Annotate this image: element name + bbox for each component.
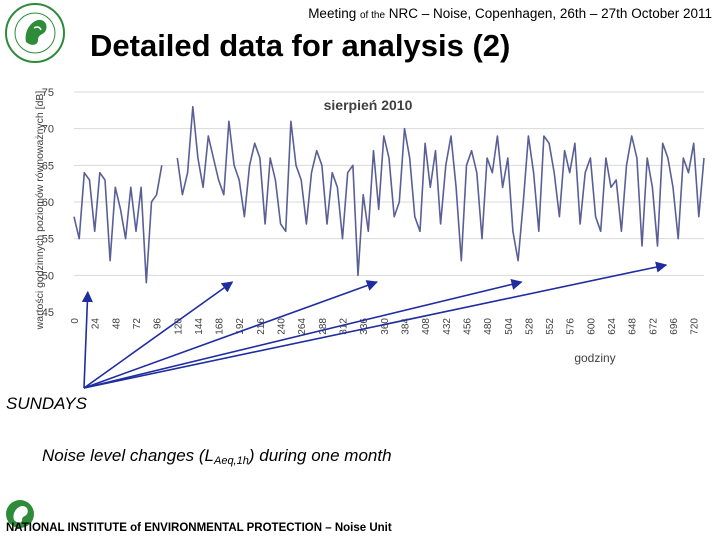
- sunday-arrow: [83, 261, 668, 389]
- x-tick-label: 312: [339, 318, 350, 335]
- x-tick-label: 336: [359, 318, 370, 335]
- footer-text: NATIONAL INSTITUTE of ENVIRONMENTAL PROT…: [6, 522, 392, 534]
- x-tick-label: 648: [628, 318, 639, 335]
- x-tick-label: 264: [297, 318, 308, 335]
- slide-caption: Noise level changes (LAeq,1h) during one…: [42, 446, 392, 467]
- x-tick-label: 0: [70, 318, 81, 324]
- x-tick-label: 216: [256, 318, 267, 335]
- x-tick-label: 480: [483, 318, 494, 335]
- slide-title: Detailed data for analysis (2): [90, 28, 511, 63]
- y-tick-label: 60: [42, 197, 54, 209]
- y-tick-label: 75: [42, 87, 54, 99]
- x-tick-label: 552: [545, 318, 556, 335]
- x-tick-label: 360: [380, 318, 391, 335]
- x-tick-label: 696: [669, 318, 680, 335]
- y-tick-label: 50: [42, 270, 54, 282]
- footer-logo-icon: [6, 500, 34, 528]
- x-tick-label: 144: [194, 318, 205, 335]
- institute-logo: [5, 3, 65, 63]
- y-tick-label: 70: [42, 124, 54, 136]
- x-tick-label: 24: [91, 318, 102, 330]
- sunday-arrow: [83, 278, 523, 389]
- x-tick-label: 528: [524, 318, 535, 335]
- x-tick-label: 576: [566, 318, 577, 335]
- sunday-arrow: [83, 281, 234, 389]
- x-axis-label: godziny: [574, 351, 615, 365]
- x-tick-label: 432: [442, 318, 453, 335]
- y-axis-label: wartości godzinnych poziomów równoważnyc…: [34, 91, 46, 331]
- x-tick-label: 456: [462, 318, 473, 335]
- x-tick-label: 72: [132, 318, 143, 330]
- sunday-arrow: [83, 280, 379, 389]
- x-tick-label: 288: [318, 318, 329, 335]
- x-tick-label: 672: [648, 318, 659, 335]
- x-tick-label: 624: [607, 318, 618, 335]
- x-tick-label: 120: [173, 318, 184, 335]
- x-tick-label: 96: [153, 318, 164, 330]
- y-tick-label: 45: [42, 307, 54, 319]
- sundays-label: SUNDAYS: [6, 394, 87, 413]
- meeting-header: Meeting of the NRC – Noise, Copenhagen, …: [308, 6, 712, 21]
- y-tick-label: 55: [42, 234, 54, 246]
- sunday-arrow: [81, 290, 93, 389]
- x-tick-label: 240: [277, 318, 288, 335]
- x-tick-label: 408: [421, 318, 432, 335]
- x-tick-label: 48: [111, 318, 122, 330]
- series-line: [73, 105, 705, 284]
- x-tick-label: 600: [586, 318, 597, 335]
- x-tick-label: 168: [215, 318, 226, 335]
- x-tick-label: 504: [504, 318, 515, 335]
- x-tick-label: 192: [235, 318, 246, 335]
- x-tick-label: 720: [690, 318, 701, 335]
- y-tick-label: 65: [42, 160, 54, 172]
- noise-chart: 45 50 55 60 65 70 75 0 24 48 72 96 120 144 168 192 216 24…: [34, 87, 705, 389]
- x-tick-label: 384: [400, 318, 411, 335]
- chart-title: sierpień 2010: [324, 97, 413, 113]
